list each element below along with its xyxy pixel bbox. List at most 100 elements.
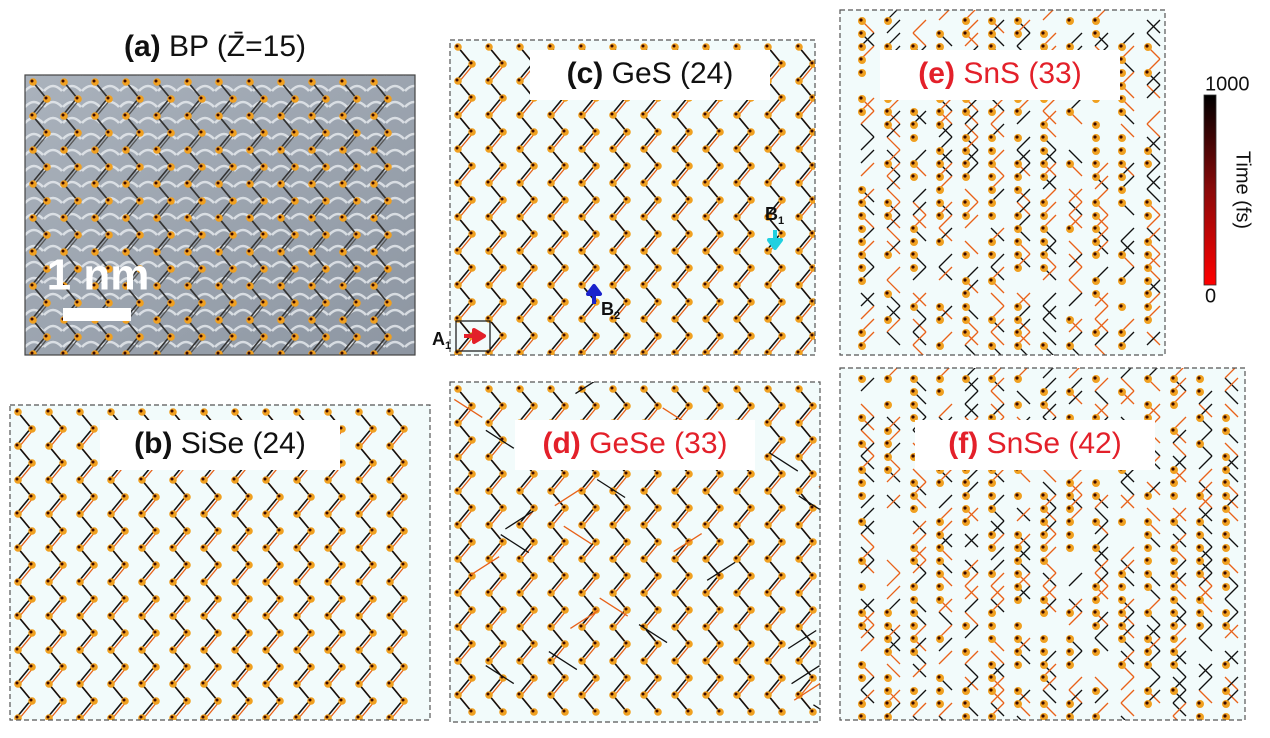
atom-core	[294, 409, 298, 413]
lattice-arc	[252, 84, 272, 92]
atom-core	[1197, 558, 1201, 562]
atom-core	[1067, 506, 1071, 510]
atom-core	[796, 590, 800, 594]
atom-core	[593, 573, 597, 577]
lattice-arc	[385, 148, 405, 156]
atom-core	[989, 278, 993, 282]
atom-core	[230, 334, 234, 338]
atom-core	[859, 70, 863, 74]
atom-core	[370, 630, 374, 634]
atom-core	[937, 688, 941, 692]
atom-core	[810, 675, 814, 679]
hop	[938, 214, 953, 229]
lattice-arc	[290, 116, 310, 124]
atom-core	[215, 630, 219, 634]
hop	[886, 175, 901, 190]
atom-core	[215, 528, 219, 532]
atom-core	[1093, 623, 1097, 627]
atom-core	[1041, 597, 1045, 601]
atom-core	[937, 519, 941, 523]
lattice-arc	[272, 358, 290, 363]
atom-core	[232, 647, 236, 651]
atom-core	[989, 493, 993, 497]
lattice-arc	[158, 75, 176, 76]
hop	[1198, 676, 1213, 691]
hop	[860, 110, 875, 125]
lattice-arc	[366, 84, 386, 92]
atom-core	[937, 389, 941, 393]
atom-core	[356, 409, 360, 413]
atom-core	[963, 623, 967, 627]
title-bg	[100, 420, 340, 470]
atom-core	[1171, 545, 1175, 549]
atom-core	[989, 239, 993, 243]
atom-core	[548, 590, 552, 594]
atom-core	[1015, 343, 1019, 347]
atom-core	[1223, 480, 1227, 484]
atom-core	[469, 437, 473, 441]
atom-core	[354, 334, 358, 338]
atom-core	[170, 681, 174, 685]
atom-core	[734, 248, 738, 252]
atom-core	[455, 590, 459, 594]
atom-core	[469, 709, 473, 713]
atom-core	[686, 675, 690, 679]
atom-core	[1015, 265, 1019, 269]
lattice-arc	[62, 100, 82, 108]
atom-core	[703, 590, 707, 594]
atom-core	[672, 590, 676, 594]
atom-core	[859, 226, 863, 230]
atom-core	[216, 147, 220, 151]
lattice-arc	[234, 358, 252, 363]
atom-core	[655, 675, 659, 679]
atom-core	[292, 198, 296, 202]
atom-core	[356, 681, 360, 685]
atom-core	[1119, 610, 1123, 614]
lattice-arc	[157, 260, 177, 268]
hop	[1094, 559, 1109, 574]
atom-core	[500, 333, 504, 337]
atom-core	[77, 545, 81, 549]
atom-core	[339, 630, 343, 634]
atom-core	[1067, 415, 1071, 419]
atom-core	[963, 714, 967, 718]
atom-core	[232, 579, 236, 583]
atom-core	[401, 460, 405, 464]
lattice-arc	[347, 260, 367, 268]
lattice-arc	[214, 148, 234, 156]
atom-core	[672, 248, 676, 252]
atom-core	[29, 460, 33, 464]
hop	[1146, 84, 1161, 99]
atom-core	[455, 112, 459, 116]
atom-core	[106, 266, 110, 270]
atom-core	[75, 266, 79, 270]
atom-core	[294, 681, 298, 685]
atom-core	[1015, 597, 1019, 601]
atom-core	[796, 624, 800, 628]
atom-core	[1093, 239, 1097, 243]
atom-core	[277, 528, 281, 532]
atom-core	[1145, 493, 1149, 497]
panel-name: SnSe (42)	[987, 427, 1122, 460]
atom-core	[370, 494, 374, 498]
atom-core	[486, 112, 490, 116]
atom-core	[91, 562, 95, 566]
atom-core	[655, 265, 659, 269]
atom-core	[401, 630, 405, 634]
atom-core	[215, 562, 219, 566]
atom-core	[486, 248, 490, 252]
atom-core	[278, 317, 282, 321]
atom-core	[61, 249, 65, 253]
atom-core	[517, 248, 521, 252]
atom-core	[859, 662, 863, 666]
hop	[1146, 71, 1161, 86]
atom-core	[1015, 187, 1019, 191]
lattice-arc	[195, 196, 215, 204]
hop	[563, 525, 593, 545]
atom-core	[108, 681, 112, 685]
atom-core	[201, 511, 205, 515]
lattice-arc	[82, 75, 100, 76]
atom-core	[548, 488, 552, 492]
lattice-arc	[195, 116, 215, 124]
atom-core	[672, 214, 676, 218]
